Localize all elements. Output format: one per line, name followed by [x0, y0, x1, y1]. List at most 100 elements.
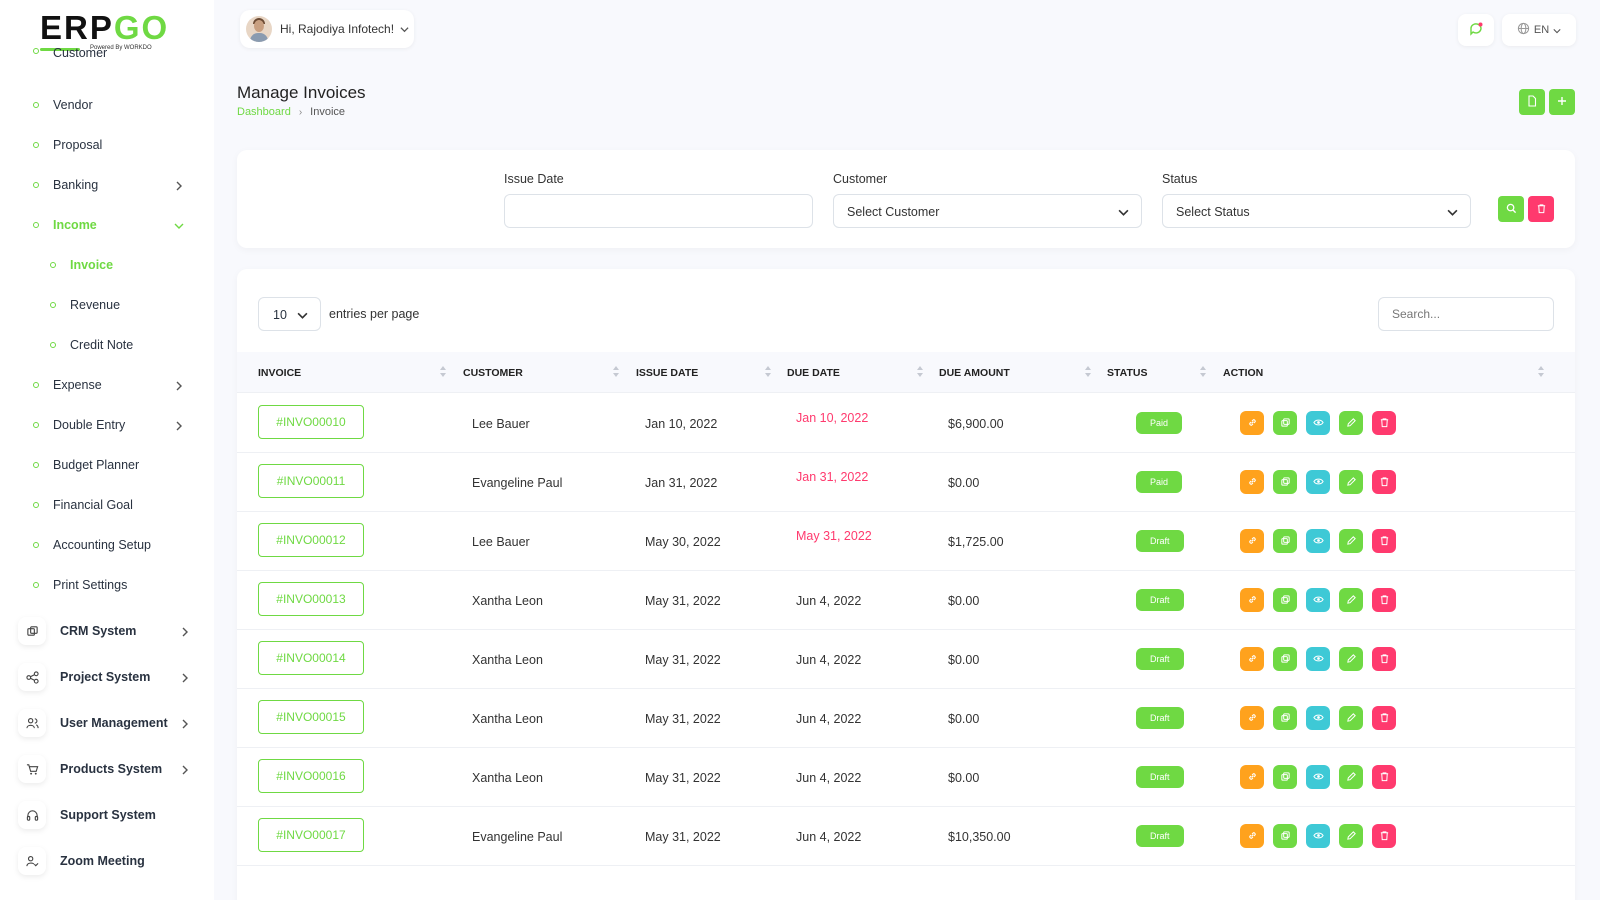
sort-icon[interactable]	[612, 365, 620, 379]
sort-icon[interactable]	[439, 365, 447, 379]
sidebar-module-crm[interactable]: CRM System	[0, 614, 214, 650]
view-button[interactable]	[1306, 411, 1330, 435]
sidebar-item-proposal[interactable]: Proposal	[0, 130, 214, 160]
entries-per-page-select[interactable]: 10	[258, 297, 321, 331]
delete-button[interactable]	[1372, 647, 1396, 671]
invoice-number-button[interactable]: #INVO00010	[258, 405, 364, 439]
edit-button[interactable]	[1339, 706, 1363, 730]
bullet-icon	[33, 142, 39, 148]
view-button[interactable]	[1306, 470, 1330, 494]
view-button[interactable]	[1306, 706, 1330, 730]
sidebar-module-support[interactable]: Support System	[0, 798, 214, 834]
view-button[interactable]	[1306, 824, 1330, 848]
customer-select[interactable]: Select Customer	[833, 194, 1142, 228]
sidebar-item-customer[interactable]: Customer	[0, 46, 214, 80]
edit-button[interactable]	[1339, 824, 1363, 848]
edit-button[interactable]	[1339, 765, 1363, 789]
language-selector[interactable]: EN	[1502, 14, 1576, 46]
sidebar-item-print-settings[interactable]: Print Settings	[0, 570, 214, 600]
sidebar-item-budget-planner[interactable]: Budget Planner	[0, 450, 214, 480]
duplicate-button[interactable]	[1273, 824, 1297, 848]
view-button[interactable]	[1306, 588, 1330, 612]
sort-icon[interactable]	[1537, 365, 1545, 379]
export-button[interactable]	[1519, 89, 1545, 115]
sidebar-item-accounting-setup[interactable]: Accounting Setup	[0, 530, 214, 560]
view-button[interactable]	[1306, 765, 1330, 789]
sidebar-item-banking[interactable]: Banking	[0, 170, 214, 200]
column-header-status[interactable]: STATUS	[1107, 367, 1148, 379]
sidebar-module-products[interactable]: Products System	[0, 752, 214, 788]
invoice-number-button[interactable]: #INVO00012	[258, 523, 364, 557]
column-header-issue-date[interactable]: ISSUE DATE	[636, 367, 699, 379]
column-header-customer[interactable]: CUSTOMER	[463, 367, 523, 379]
invoice-number-button[interactable]: #INVO00017	[258, 818, 364, 852]
status-select[interactable]: Select Status	[1162, 194, 1471, 228]
duplicate-button[interactable]	[1273, 647, 1297, 671]
sort-icon[interactable]	[1199, 365, 1207, 379]
delete-button[interactable]	[1372, 824, 1396, 848]
table-search-input[interactable]	[1378, 297, 1554, 331]
sidebar-item-label: Vendor	[53, 98, 93, 112]
duplicate-button[interactable]	[1273, 588, 1297, 612]
sort-icon[interactable]	[764, 365, 772, 379]
invoice-number-button[interactable]: #INVO00014	[258, 641, 364, 675]
sidebar-module-project[interactable]: Project System	[0, 660, 214, 696]
sidebar-module-user-management[interactable]: User Management	[0, 706, 214, 742]
view-button[interactable]	[1306, 647, 1330, 671]
sort-icon[interactable]	[916, 365, 924, 379]
delete-button[interactable]	[1372, 588, 1396, 612]
create-invoice-button[interactable]	[1549, 89, 1575, 115]
sidebar-item-financial-goal[interactable]: Financial Goal	[0, 490, 214, 520]
sidebar-item-expense[interactable]: Expense	[0, 370, 214, 400]
sidebar-item-double-entry[interactable]: Double Entry	[0, 410, 214, 440]
sidebar-module-zoom[interactable]: Zoom Meeting	[0, 844, 214, 880]
sidebar-item-credit-note[interactable]: Credit Note	[0, 330, 214, 360]
duplicate-button[interactable]	[1273, 765, 1297, 789]
copy-link-button[interactable]	[1240, 470, 1264, 494]
edit-button[interactable]	[1339, 647, 1363, 671]
copy-link-button[interactable]	[1240, 588, 1264, 612]
view-button[interactable]	[1306, 529, 1330, 553]
delete-button[interactable]	[1372, 470, 1396, 494]
sidebar-item-revenue[interactable]: Revenue	[0, 290, 214, 320]
duplicate-button[interactable]	[1273, 470, 1297, 494]
delete-button[interactable]	[1372, 765, 1396, 789]
brand-logo[interactable]: ERPGO Powered By WORKDO	[40, 11, 180, 56]
copy-link-button[interactable]	[1240, 765, 1264, 789]
sidebar-item-invoice[interactable]: Invoice	[0, 250, 214, 280]
apply-filter-button[interactable]	[1498, 196, 1524, 222]
invoice-number-button[interactable]: #INVO00013	[258, 582, 364, 616]
breadcrumb-home[interactable]: Dashboard	[237, 106, 291, 118]
status-badge: Paid	[1136, 471, 1183, 493]
logo-underline	[40, 48, 80, 51]
sidebar-item-vendor[interactable]: Vendor	[0, 90, 214, 120]
invoice-number-button[interactable]: #INVO00015	[258, 700, 364, 734]
copy-link-button[interactable]	[1240, 529, 1264, 553]
column-header-invoice[interactable]: INVOICE	[258, 367, 302, 379]
user-menu[interactable]: Hi, Rajodiya Infotech!	[240, 10, 414, 48]
duplicate-button[interactable]	[1273, 706, 1297, 730]
copy-link-button[interactable]	[1240, 411, 1264, 435]
copy-link-button[interactable]	[1240, 824, 1264, 848]
delete-button[interactable]	[1372, 529, 1396, 553]
edit-button[interactable]	[1339, 529, 1363, 553]
duplicate-button[interactable]	[1273, 529, 1297, 553]
issue-date-input[interactable]	[504, 194, 813, 228]
delete-button[interactable]	[1372, 706, 1396, 730]
edit-button[interactable]	[1339, 588, 1363, 612]
delete-button[interactable]	[1372, 411, 1396, 435]
chevron-down-icon	[400, 22, 409, 37]
column-header-due-date[interactable]: DUE DATE	[787, 367, 840, 379]
edit-button[interactable]	[1339, 411, 1363, 435]
invoice-number-button[interactable]: #INVO00016	[258, 759, 364, 793]
reset-filter-button[interactable]	[1528, 196, 1554, 222]
invoice-number-button[interactable]: #INVO00011	[258, 464, 364, 498]
duplicate-button[interactable]	[1273, 411, 1297, 435]
column-header-due-amount[interactable]: DUE AMOUNT	[939, 367, 1010, 379]
sort-icon[interactable]	[1084, 365, 1092, 379]
copy-link-button[interactable]	[1240, 706, 1264, 730]
edit-button[interactable]	[1339, 470, 1363, 494]
sidebar-item-income[interactable]: Income	[0, 210, 214, 240]
notification-button[interactable]	[1458, 14, 1494, 46]
copy-link-button[interactable]	[1240, 647, 1264, 671]
